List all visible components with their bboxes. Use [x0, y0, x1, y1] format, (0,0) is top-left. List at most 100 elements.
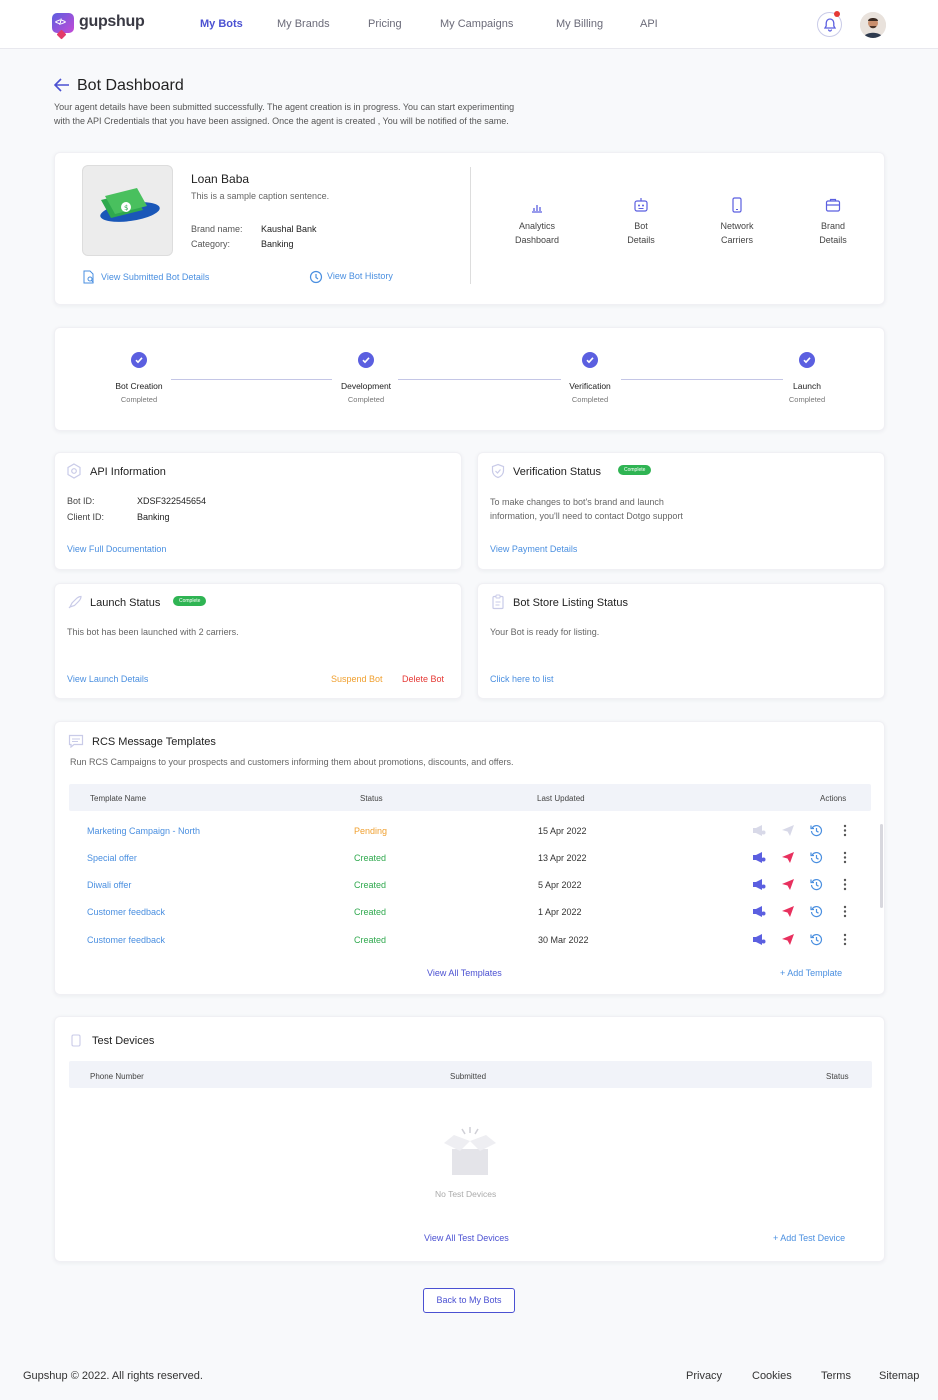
footer-link-cookies[interactable]: Cookies	[752, 1370, 792, 1382]
template-last-updated: 30 Mar 2022	[538, 935, 589, 945]
quick-action-network-carriers[interactable]: Network Carriers	[697, 197, 777, 247]
api-information-card: API Information Bot ID: XDSF322545654 Cl…	[54, 452, 462, 570]
history-icon[interactable]	[810, 905, 823, 921]
campaign-megaphone-icon[interactable]	[752, 878, 766, 894]
category-label: Category:	[191, 239, 231, 249]
svg-text:$: $	[124, 204, 128, 212]
quick-action-label: Network	[720, 221, 754, 231]
send-icon[interactable]	[781, 851, 795, 867]
device-icon	[71, 1034, 81, 1050]
history-icon[interactable]	[810, 824, 823, 840]
quick-action-bot-details[interactable]: Bot Details	[601, 197, 681, 247]
page-title: Bot Dashboard	[77, 77, 184, 94]
suspend-bot-button[interactable]: Suspend Bot	[331, 674, 383, 684]
step-title: Bot Creation	[115, 381, 163, 391]
step-check-icon	[358, 352, 374, 368]
bot-id-label: Bot ID:	[67, 496, 95, 506]
step-status: Completed	[788, 395, 826, 404]
nav-my-billing[interactable]: My Billing	[556, 18, 604, 30]
brand-name-label: Brand name:	[191, 224, 243, 234]
more-options-icon[interactable]	[843, 851, 847, 867]
history-icon	[309, 270, 323, 287]
back-to-my-bots-button[interactable]: Back to My Bots	[423, 1288, 515, 1313]
rcs-templates-card: RCS Message Templates Run RCS Campaigns …	[54, 721, 885, 995]
view-bot-history-link[interactable]: View Bot History	[327, 271, 393, 281]
step-connector	[171, 379, 332, 380]
settings-icon	[66, 463, 82, 482]
template-last-updated: 13 Apr 2022	[538, 853, 587, 863]
quick-action-brand-details[interactable]: Brand Details	[793, 197, 873, 247]
user-avatar[interactable]	[860, 12, 886, 38]
template-last-updated: 5 Apr 2022	[538, 880, 582, 890]
api-information-title: API Information	[90, 466, 166, 478]
footer-link-privacy[interactable]: Privacy	[686, 1370, 723, 1382]
status-badge: Complete	[618, 465, 652, 476]
view-launch-details-link[interactable]: View Launch Details	[67, 674, 149, 684]
clipboard-icon	[490, 594, 506, 613]
template-name-link[interactable]: Diwali offer	[87, 880, 132, 890]
history-icon[interactable]	[810, 878, 823, 894]
devices-table-header	[69, 1061, 872, 1088]
rcs-templates-subtitle: Run RCS Campaigns to your prospects and …	[70, 757, 514, 767]
launch-status-card: Launch Status Complete This bot has been…	[54, 583, 462, 699]
nav-my-campaigns[interactable]: My Campaigns	[440, 18, 514, 30]
campaign-megaphone-icon[interactable]	[752, 824, 766, 840]
step-check-icon	[799, 352, 815, 368]
footer-link-sitemap[interactable]: Sitemap	[879, 1370, 920, 1382]
column-header-phone-number: Phone Number	[90, 1072, 144, 1081]
nav-my-bots[interactable]: My Bots	[200, 18, 243, 30]
add-template-button[interactable]: + Add Template	[780, 968, 843, 978]
add-test-device-button[interactable]: + Add Test Device	[773, 1233, 846, 1243]
templates-table-header	[69, 784, 871, 811]
campaign-megaphone-icon[interactable]	[752, 933, 766, 949]
more-options-icon[interactable]	[843, 905, 847, 921]
step-connector	[398, 379, 561, 380]
view-payment-details-link[interactable]: View Payment Details	[490, 544, 578, 554]
send-icon[interactable]	[781, 905, 795, 921]
quick-action-label: Details	[627, 235, 655, 245]
template-name-link[interactable]: Special offer	[87, 853, 137, 863]
footer-link-terms[interactable]: Terms	[821, 1370, 851, 1382]
step-status: Completed	[120, 395, 158, 404]
more-options-icon[interactable]	[843, 824, 847, 840]
step-title: Launch	[793, 381, 821, 391]
template-name-link[interactable]: Customer feedback	[87, 935, 166, 945]
view-all-templates-link[interactable]: View All Templates	[427, 968, 502, 978]
nav-api[interactable]: API	[640, 18, 658, 30]
delete-bot-button[interactable]: Delete Bot	[402, 674, 445, 684]
send-icon[interactable]	[781, 878, 795, 894]
client-id-label: Client ID:	[67, 512, 105, 522]
more-options-icon[interactable]	[843, 878, 847, 894]
template-last-updated: 1 Apr 2022	[538, 907, 582, 917]
client-id-value: Banking	[137, 512, 170, 522]
gupshup-logo-icon[interactable]: </>	[52, 13, 74, 33]
template-name-link[interactable]: Marketing Campaign - North	[87, 826, 201, 836]
history-icon[interactable]	[810, 933, 823, 949]
click-here-to-list-link[interactable]: Click here to list	[490, 674, 554, 684]
quick-action-analytics-dashboard[interactable]: Analytics Dashboard	[497, 201, 577, 247]
campaign-megaphone-icon[interactable]	[752, 905, 766, 921]
campaign-megaphone-icon[interactable]	[752, 851, 766, 867]
history-icon[interactable]	[810, 851, 823, 867]
step-status: Completed	[347, 395, 385, 404]
table-scrollbar[interactable]	[880, 824, 883, 908]
view-full-documentation-link[interactable]: View Full Documentation	[67, 544, 167, 554]
rcs-templates-title: RCS Message Templates	[92, 736, 216, 748]
view-submitted-bot-details-link[interactable]: View Submitted Bot Details	[101, 272, 210, 282]
view-all-test-devices-link[interactable]: View All Test Devices	[424, 1233, 509, 1243]
launch-status-text: This bot has been launched with 2 carrie…	[67, 627, 239, 637]
nav-pricing[interactable]: Pricing	[368, 18, 402, 30]
step-title: Verification	[569, 381, 611, 391]
brand-logo-text[interactable]: gupshup	[79, 13, 145, 30]
template-name-link[interactable]: Customer feedback	[87, 907, 166, 917]
briefcase-icon	[825, 198, 841, 212]
vertical-divider	[470, 167, 471, 284]
document-search-icon	[82, 270, 95, 287]
nav-my-brands[interactable]: My Brands	[277, 18, 330, 30]
send-icon[interactable]	[781, 933, 795, 949]
send-icon[interactable]	[781, 824, 795, 840]
back-arrow-icon[interactable]	[53, 78, 70, 95]
quick-action-label: Brand	[820, 221, 846, 231]
column-header-template-name: Template Name	[90, 794, 147, 803]
more-options-icon[interactable]	[843, 933, 847, 949]
